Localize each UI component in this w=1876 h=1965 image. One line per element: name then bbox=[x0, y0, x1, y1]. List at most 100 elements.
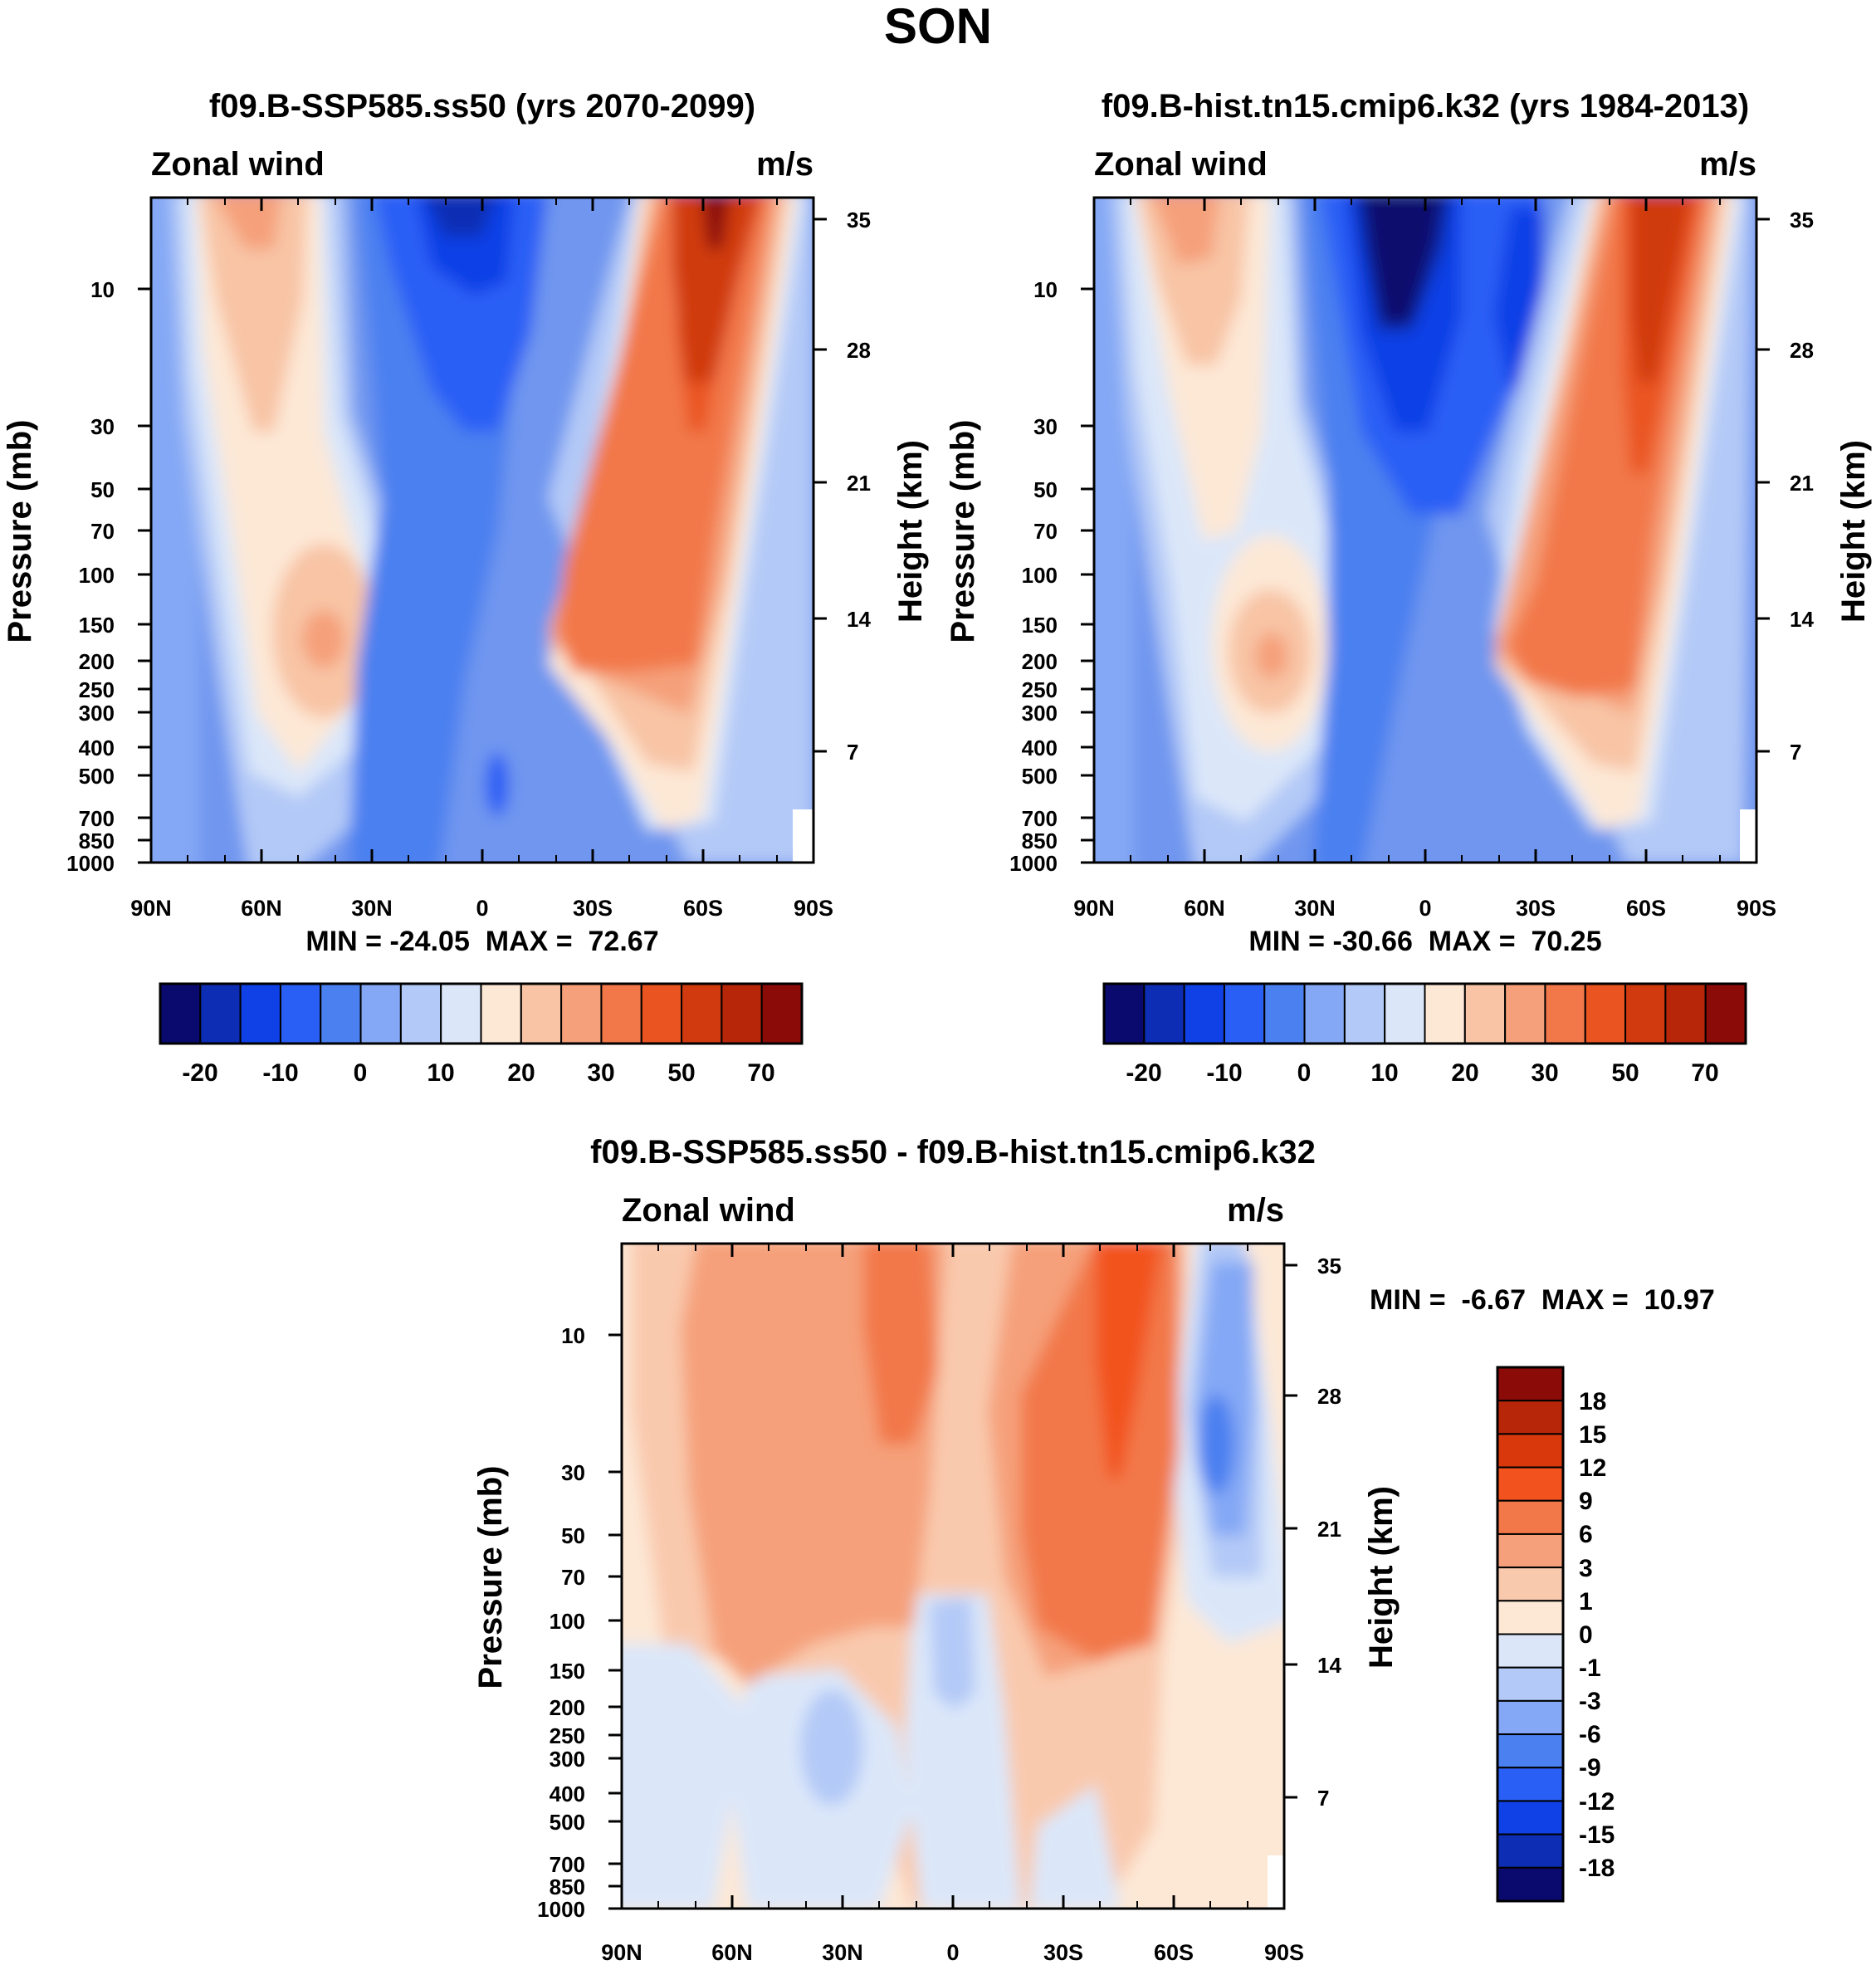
y-tick-label: 850 bbox=[79, 829, 115, 853]
x-tick-label: 30N bbox=[351, 896, 393, 921]
y-tick-label: 100 bbox=[550, 1609, 585, 1634]
colorbar-swatch bbox=[1183, 983, 1225, 1044]
panel-title: f09.B-SSP585.ss50 - f09.B-hist.tn15.cmip… bbox=[590, 1134, 1316, 1171]
subtitle-right: m/s bbox=[1699, 146, 1756, 183]
y-tick-label: 700 bbox=[79, 806, 115, 831]
colorbar-swatch bbox=[1463, 983, 1507, 1044]
min-max-label: MIN = -6.67 MAX = 10.97 bbox=[1370, 1284, 1715, 1316]
y2-axis-label: Height (km) bbox=[892, 440, 929, 623]
colorbar-swatch bbox=[1497, 1833, 1564, 1869]
colorbar-label: 50 bbox=[1611, 1059, 1639, 1087]
y-tick-label: 10 bbox=[1033, 277, 1058, 302]
y2-tick-label: 35 bbox=[1790, 208, 1814, 232]
y2-tick-label: 7 bbox=[847, 740, 858, 765]
y-tick-label: 250 bbox=[550, 1723, 585, 1748]
colorbar-label: 30 bbox=[587, 1059, 614, 1087]
y-tick-label: 500 bbox=[1022, 764, 1058, 789]
colorbar-label: 0 bbox=[354, 1059, 368, 1087]
colorbar-swatch bbox=[1584, 983, 1627, 1044]
colorbar bbox=[1102, 982, 1747, 1045]
y-tick-label: 50 bbox=[90, 477, 115, 502]
subtitle-right: m/s bbox=[1227, 1192, 1284, 1229]
y-tick-label: 400 bbox=[550, 1782, 585, 1806]
y-tick-label: 400 bbox=[79, 736, 115, 760]
colorbar-swatch bbox=[1223, 983, 1266, 1044]
min-max-label: MIN = -24.05 MAX = 72.67 bbox=[305, 926, 658, 957]
colorbar-swatch bbox=[239, 983, 281, 1044]
y-tick-label: 300 bbox=[550, 1747, 585, 1772]
colorbar-swatch bbox=[760, 983, 803, 1044]
y-tick-label: 300 bbox=[79, 701, 115, 726]
min-max-gap bbox=[1526, 1284, 1541, 1316]
y-tick-label: 1000 bbox=[537, 1897, 585, 1922]
colorbar-swatch bbox=[1384, 983, 1426, 1044]
colorbar-swatch bbox=[1143, 983, 1185, 1044]
colorbar-label: 3 bbox=[1579, 1555, 1593, 1582]
panel-hist: f09.B-hist.tn15.cmip6.k32 (yrs 1984-2013… bbox=[945, 88, 1872, 1087]
x-major-ticks bbox=[138, 198, 827, 864]
y-axis-label: Pressure (mb) bbox=[472, 1466, 509, 1689]
colorbar-swatch bbox=[440, 983, 482, 1044]
colorbar-swatch bbox=[1544, 983, 1586, 1044]
colorbar-frame bbox=[159, 982, 804, 1045]
x-tick-label: 30S bbox=[1043, 1940, 1083, 1965]
colorbar-label: 10 bbox=[427, 1059, 454, 1087]
y2-tick-label: 7 bbox=[1317, 1786, 1329, 1811]
contour-field bbox=[1094, 198, 1756, 863]
y-tick-label: 30 bbox=[90, 414, 115, 439]
x-tick-labels: 90N 60N 30N 0 30S 60S 90S bbox=[130, 896, 833, 921]
x-tick-label: 0 bbox=[1419, 896, 1431, 921]
colorbar-swatch bbox=[1103, 983, 1146, 1044]
y-tick-label: 150 bbox=[79, 613, 115, 638]
y-tick-label: 70 bbox=[1033, 519, 1058, 544]
colorbar-swatch bbox=[1497, 1666, 1564, 1702]
y-tick-label: 50 bbox=[1033, 477, 1058, 502]
y-tick-label: 100 bbox=[1022, 563, 1058, 588]
min-max-label: MIN = -30.66 MAX = 70.25 bbox=[1248, 926, 1601, 957]
y-tick-label: 30 bbox=[561, 1460, 585, 1485]
subtitle-left: Zonal wind bbox=[1094, 146, 1268, 183]
contour-field bbox=[151, 198, 813, 863]
colorbar-label: 9 bbox=[1579, 1488, 1593, 1515]
max-label: MAX = 10.97 bbox=[1541, 1284, 1715, 1316]
colorbar-swatch bbox=[1624, 983, 1667, 1044]
x-tick-label: 90S bbox=[1737, 896, 1776, 921]
y-tick-label: 10 bbox=[561, 1323, 585, 1348]
colorbar-swatch bbox=[1263, 983, 1306, 1044]
colorbar-swatch bbox=[1497, 1532, 1564, 1569]
colorbar-swatch bbox=[560, 983, 603, 1044]
x-tick-label: 90N bbox=[130, 896, 172, 921]
x-tick-label: 60N bbox=[711, 1940, 753, 1965]
y-tick-label: 250 bbox=[1022, 677, 1058, 702]
x-tick-labels: 90N 60N 30N 0 30S 60S 90S bbox=[601, 1940, 1304, 1965]
colorbar-swatch bbox=[320, 983, 362, 1044]
y-tick-labels: 10 30 50 70 100 150 200 250 300 400 500 … bbox=[1009, 277, 1058, 876]
colorbar-label: -18 bbox=[1579, 1855, 1615, 1882]
x-tick-label: 30N bbox=[1294, 896, 1336, 921]
y2-tick-label: 28 bbox=[1317, 1384, 1341, 1409]
y2-tick-labels: 35 28 21 14 7 bbox=[1317, 1254, 1341, 1811]
colorbar-swatch bbox=[480, 983, 522, 1044]
y-tick-labels: 10 30 50 70 100 150 200 250 300 400 500 … bbox=[66, 277, 115, 876]
y-tick-label: 200 bbox=[1022, 649, 1058, 674]
figure-title: SON bbox=[884, 0, 992, 54]
colorbar-swatch bbox=[159, 983, 202, 1044]
min-label: MIN = -6.67 bbox=[1370, 1284, 1526, 1316]
colorbar-swatch bbox=[1704, 983, 1747, 1044]
y-tick-label: 200 bbox=[79, 649, 115, 674]
colorbar-labels: 18 15 12 9 6 3 1 0 -1 -3 -6 -9 -12 -15 -… bbox=[1579, 1388, 1615, 1882]
x-tick-label: 0 bbox=[476, 896, 488, 921]
y2-axis-label: Height (km) bbox=[1363, 1486, 1400, 1669]
y-tick-label: 200 bbox=[550, 1695, 585, 1720]
x-tick-label: 90S bbox=[1264, 1940, 1304, 1965]
y2-tick-label: 14 bbox=[847, 607, 871, 632]
x-minor-ticks bbox=[657, 1244, 1248, 1909]
colorbar-label: 6 bbox=[1579, 1521, 1593, 1548]
colorbar-label: 0 bbox=[1579, 1621, 1593, 1649]
y2-tick-label: 21 bbox=[1317, 1517, 1341, 1542]
y-tick-labels: 10 30 50 70 100 150 200 250 300 400 500 … bbox=[537, 1323, 585, 1922]
colorbar-label: -12 bbox=[1579, 1788, 1615, 1816]
y-axis-label: Pressure (mb) bbox=[945, 420, 981, 643]
colorbar-label: -10 bbox=[262, 1059, 298, 1087]
